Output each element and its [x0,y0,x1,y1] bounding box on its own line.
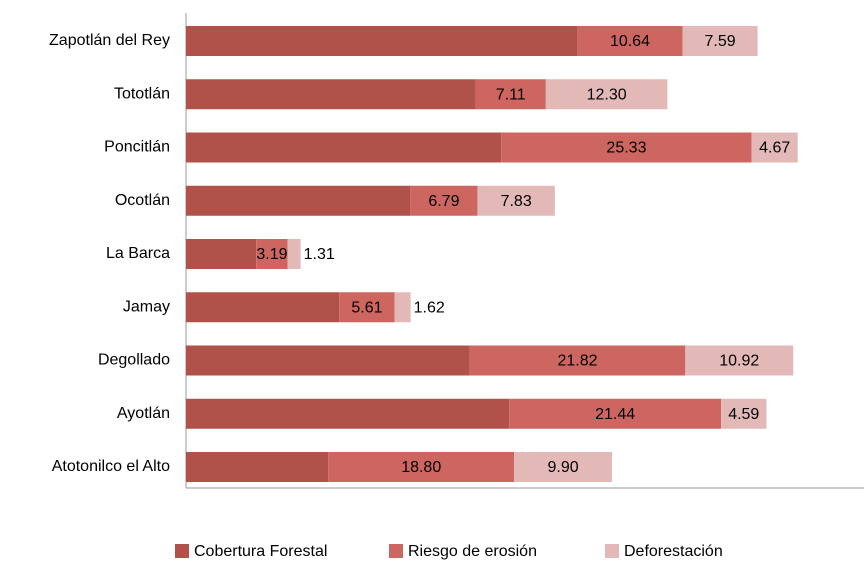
bar-segment [514,452,612,482]
data-label: 10.64 [610,33,650,50]
data-label: 5.61 [351,299,382,316]
bar-segment [186,79,476,110]
bar-segment [186,345,470,376]
y-tick-label: Ayotlán [117,405,170,422]
bar-segment [186,452,329,482]
bar-segment [469,345,686,376]
legend-swatch [605,544,619,558]
bar-segment [475,79,546,110]
y-tick-label: Atotonilco el Alto [52,458,170,475]
bar-segment [186,132,502,163]
data-label: 7.11 [496,86,526,103]
bar-segment [256,239,288,269]
data-label: 18.80 [401,459,441,476]
data-label: 6.79 [428,193,459,210]
legend-swatch [389,544,403,558]
data-label: 21.44 [595,406,635,423]
bar-segment [545,79,668,110]
data-label: 9.90 [547,459,578,476]
bar-segment [410,185,478,216]
legend-label: Deforestación [624,543,723,560]
bar-segment [751,132,798,163]
bar-segment [186,398,510,429]
data-label: 21.82 [557,353,597,370]
data-label: 12.30 [587,86,627,103]
data-label: 7.59 [704,33,735,50]
data-label: 10.92 [719,353,759,370]
data-label: 1.31 [304,246,335,263]
data-label: 25.33 [606,140,646,157]
bar-segment [685,345,794,376]
bar-segment [577,26,683,56]
bar-segment [186,26,578,56]
data-label: 4.59 [728,406,759,423]
bar-segment [339,292,395,323]
bar-segment [721,398,767,429]
data-label: 7.83 [501,193,532,210]
legend-label: Cobertura Forestal [194,543,327,560]
data-label: 1.62 [414,299,445,316]
bar-segment [509,398,722,429]
bar-segment [394,292,411,323]
bar-segment [287,239,301,269]
y-tick-label: La Barca [106,245,170,262]
bar-segment [328,452,515,482]
y-tick-label: Degollado [98,352,170,369]
data-label: 3.19 [256,246,287,263]
y-tick-label: Jamay [123,298,170,315]
bar-segment [186,292,340,323]
bar-segment [501,132,752,163]
bar-segment [186,185,411,216]
y-tick-label: Tototlán [114,85,170,102]
bar-segment [186,239,257,269]
data-label: 4.67 [759,140,790,157]
y-tick-label: Ocotlán [115,192,170,209]
y-tick-label: Poncitlán [104,139,170,156]
bar-segment [682,26,758,56]
bar-segment [477,185,555,216]
legend-swatch [175,544,189,558]
legend-label: Riesgo de erosión [408,543,537,560]
y-tick-label: Zapotlán del Rey [49,32,170,49]
